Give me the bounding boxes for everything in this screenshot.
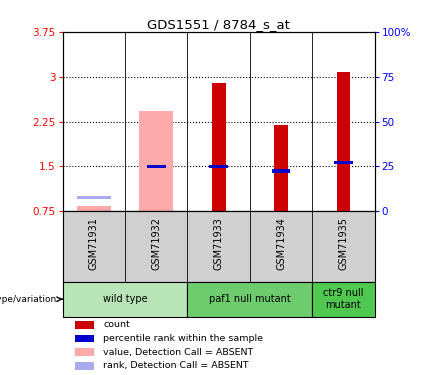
Bar bbox=[147, 165, 166, 168]
Bar bbox=[187, 282, 312, 317]
Bar bbox=[63, 282, 187, 317]
Bar bbox=[77, 196, 111, 199]
Text: value, Detection Call = ABSENT: value, Detection Call = ABSENT bbox=[103, 348, 254, 357]
Text: GSM71931: GSM71931 bbox=[89, 217, 99, 270]
Title: GDS1551 / 8784_s_at: GDS1551 / 8784_s_at bbox=[147, 18, 290, 31]
Text: count: count bbox=[103, 321, 130, 330]
Text: ctr9 null
mutant: ctr9 null mutant bbox=[323, 288, 364, 310]
Bar bbox=[77, 206, 111, 211]
Bar bbox=[336, 72, 350, 211]
Bar bbox=[75, 335, 94, 342]
Text: GSM71934: GSM71934 bbox=[276, 217, 286, 270]
Text: rank, Detection Call = ABSENT: rank, Detection Call = ABSENT bbox=[103, 361, 249, 370]
Text: wild type: wild type bbox=[103, 294, 148, 304]
Text: genotype/variation: genotype/variation bbox=[0, 295, 57, 304]
Text: GSM71935: GSM71935 bbox=[338, 217, 349, 270]
Text: percentile rank within the sample: percentile rank within the sample bbox=[103, 334, 263, 343]
Bar bbox=[209, 165, 228, 168]
Bar bbox=[75, 321, 94, 329]
Text: paf1 null mutant: paf1 null mutant bbox=[209, 294, 291, 304]
Bar bbox=[312, 282, 375, 317]
Bar bbox=[139, 111, 174, 211]
Text: GSM71933: GSM71933 bbox=[213, 217, 224, 270]
Bar bbox=[75, 362, 94, 370]
Bar bbox=[212, 82, 226, 211]
Bar bbox=[75, 348, 94, 356]
Bar bbox=[274, 124, 288, 211]
Text: GSM71932: GSM71932 bbox=[151, 217, 162, 270]
Bar bbox=[271, 170, 291, 173]
Bar bbox=[334, 160, 353, 164]
